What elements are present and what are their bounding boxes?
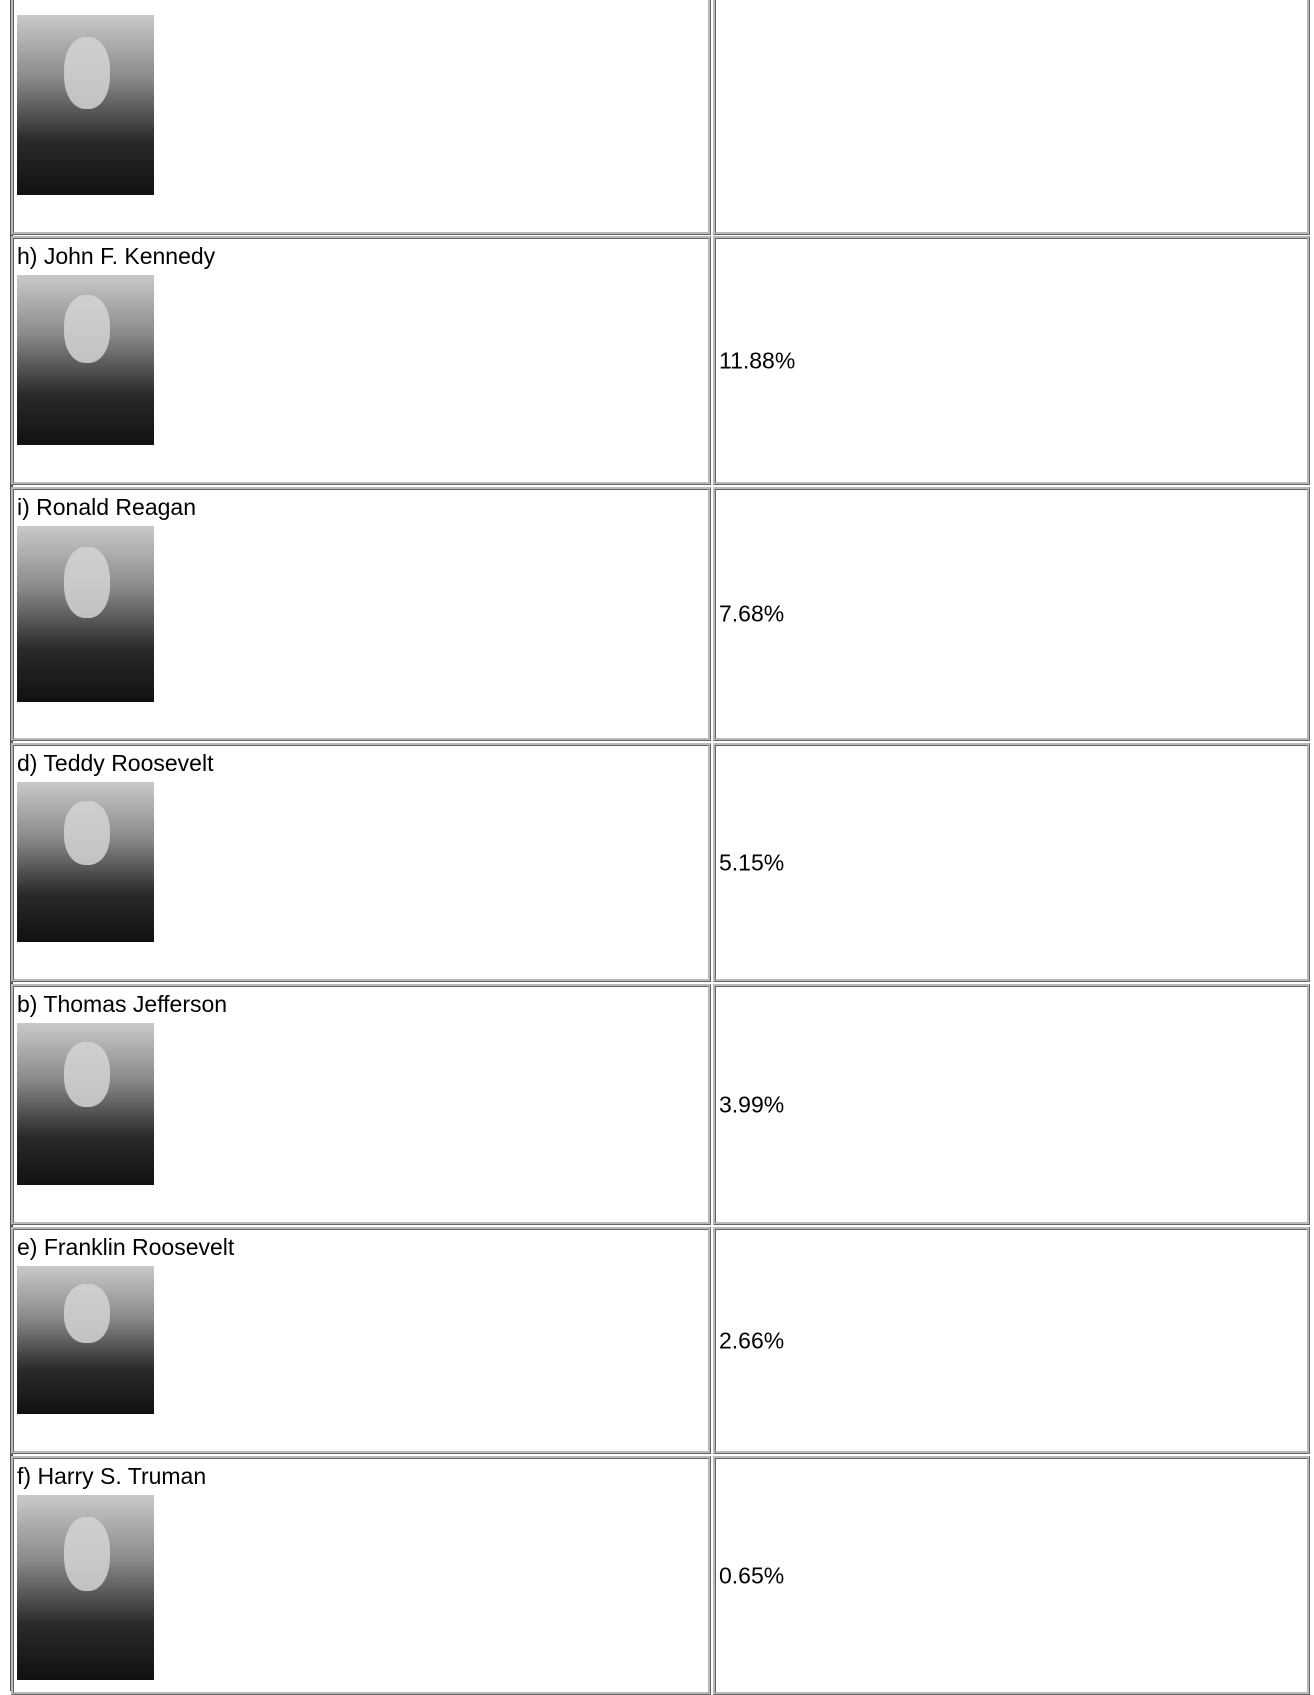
portrait — [17, 782, 154, 942]
person-name: b) Thomas Jefferson — [17, 991, 227, 1018]
person-name: d) Teddy Roosevelt — [17, 750, 213, 777]
table-cell — [11, 0, 711, 235]
table-cell: h) John F. Kennedy — [11, 236, 711, 485]
person-name: h) John F. Kennedy — [17, 243, 215, 270]
person-name: e) Franklin Roosevelt — [17, 1234, 234, 1261]
portrait — [17, 15, 154, 195]
portrait — [17, 526, 154, 702]
vote-percentage: 7.68% — [719, 601, 784, 628]
portrait — [17, 1495, 154, 1680]
table-cell: f) Harry S. Truman — [11, 1456, 711, 1695]
table-cell: 7.68% — [713, 487, 1310, 741]
table-cell: 0.65% — [713, 1456, 1310, 1695]
table-cell: 11.88% — [713, 236, 1310, 485]
vote-percentage: 11.88% — [719, 347, 795, 374]
portrait — [17, 1266, 154, 1414]
person-name: i) Ronald Reagan — [17, 494, 196, 521]
table-cell: 3.99% — [713, 984, 1310, 1225]
table-cell: 2.66% — [713, 1227, 1310, 1454]
vote-percentage: 5.15% — [719, 849, 784, 876]
table-cell: e) Franklin Roosevelt — [11, 1227, 711, 1454]
table-cell: 5.15% — [713, 743, 1310, 982]
table-cell: i) Ronald Reagan — [11, 487, 711, 741]
table-cell — [713, 0, 1310, 235]
vote-percentage: 2.66% — [719, 1327, 784, 1354]
portrait — [17, 1023, 154, 1185]
person-name: f) Harry S. Truman — [17, 1463, 206, 1490]
portrait — [17, 275, 154, 445]
page: h) John F. Kennedy 11.88% i) Ronald Reagan… — [0, 0, 1314, 1691]
table-cell: b) Thomas Jefferson — [11, 984, 711, 1225]
vote-percentage: 3.99% — [719, 1091, 784, 1118]
table-cell: d) Teddy Roosevelt — [11, 743, 711, 982]
vote-percentage: 0.65% — [719, 1562, 784, 1589]
